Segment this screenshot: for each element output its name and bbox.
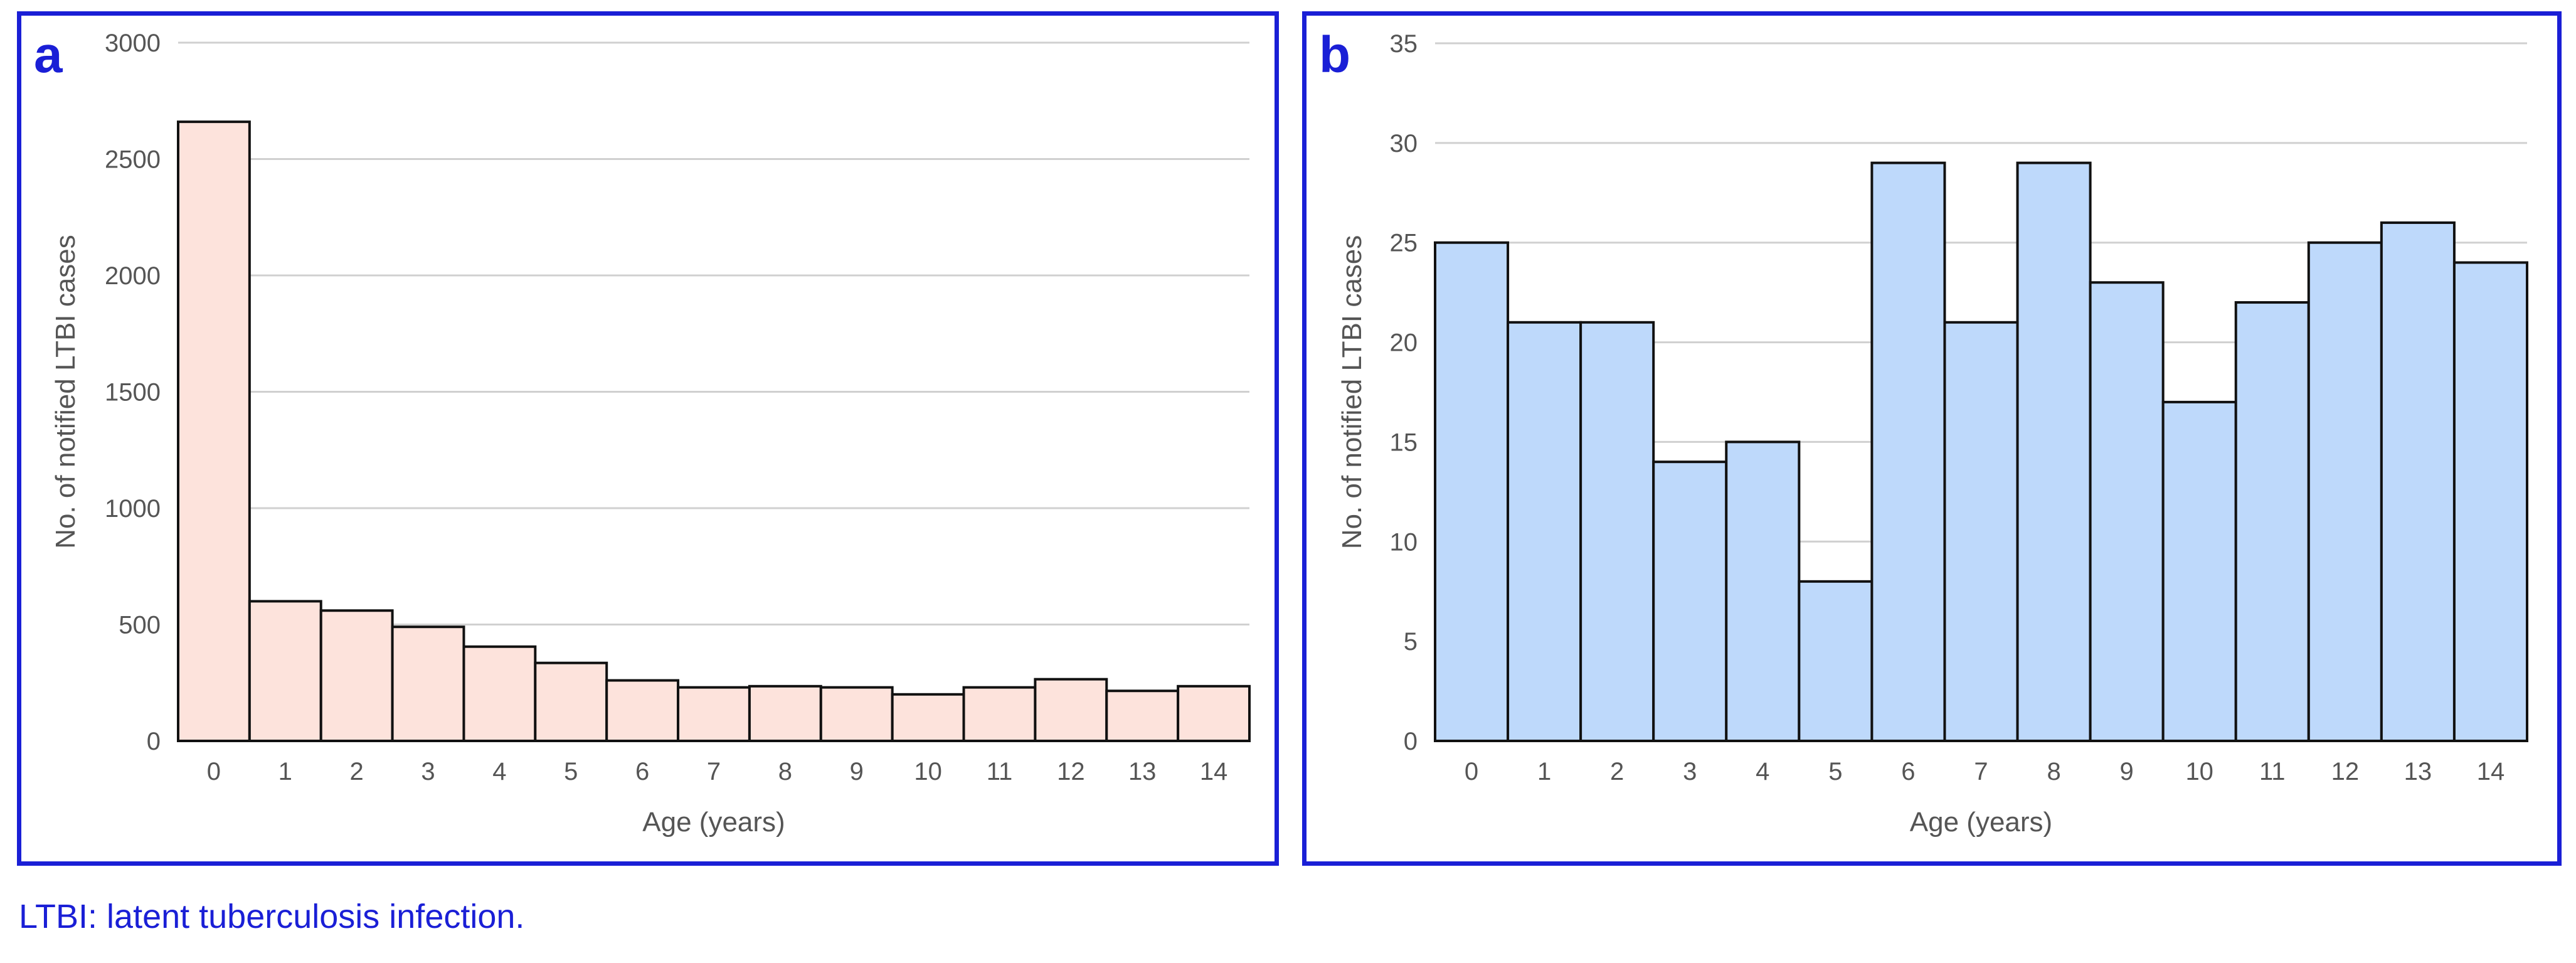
y-tick-label: 5: [1404, 628, 1418, 656]
x-tick-label: 2: [1610, 758, 1624, 785]
bar-1: [248, 600, 322, 743]
bar-14: [1177, 684, 1251, 742]
x-tick-label: 8: [2047, 758, 2060, 785]
x-axis-title: Age (years): [642, 807, 785, 838]
y-tick-label: 25: [1390, 230, 1418, 257]
y-tick-label: 3000: [105, 29, 161, 57]
y-tick-label: 2000: [105, 262, 161, 290]
y-tick-label: 35: [1390, 30, 1418, 58]
x-tick-label: 3: [1683, 758, 1697, 785]
bar-4: [462, 645, 537, 742]
chart-panel-a: a 0 500 1000 1500 2000 2500 3000 0 1 2 3 4 5 6 7 8 9 10 11 1…: [17, 11, 1279, 866]
bar-6: [1870, 161, 1946, 742]
x-tick-label: 8: [778, 758, 792, 785]
y-tick-label: 2500: [105, 146, 161, 174]
bar-6: [605, 679, 680, 743]
x-tick-label: 13: [1128, 758, 1157, 785]
bar-2: [319, 609, 394, 742]
x-tick-label: 9: [850, 758, 864, 785]
y-tick-label: 500: [119, 612, 161, 639]
y-tick-label: 0: [147, 728, 161, 755]
bar-1: [1507, 321, 1582, 742]
x-tick-label: 6: [1901, 758, 1915, 785]
bar-9: [2089, 281, 2165, 742]
bar-13: [1105, 689, 1180, 742]
panel-label: a: [34, 26, 63, 83]
y-tick-label: 1500: [105, 379, 161, 407]
x-tick-label: 14: [1200, 758, 1228, 785]
y-tick-label: 0: [1404, 728, 1418, 755]
bar-10: [891, 693, 965, 743]
bar-7: [1943, 321, 2019, 742]
x-tick-label: 10: [914, 758, 942, 785]
y-tick-label: 1000: [105, 495, 161, 523]
bar-8: [748, 684, 822, 742]
x-tick-label: 14: [2477, 758, 2505, 785]
bar-5: [1798, 580, 1874, 742]
bar-3: [391, 625, 465, 743]
bar-12: [1034, 678, 1108, 743]
bar-7: [677, 686, 751, 743]
bar-13: [2380, 221, 2456, 742]
x-tick-label: 5: [564, 758, 578, 785]
y-tick-label: 15: [1390, 428, 1418, 456]
y-tick-label: 30: [1390, 130, 1418, 157]
y-tick-label: 10: [1390, 528, 1418, 556]
x-tick-label: 12: [2331, 758, 2360, 785]
x-tick-label: 4: [1756, 758, 1769, 785]
x-tick-label: 7: [707, 758, 721, 785]
x-tick-label: 4: [492, 758, 506, 785]
x-tick-label: 2: [350, 758, 364, 785]
y-axis-title: No. of notified LTBI cases: [1337, 235, 1367, 550]
x-tick-label: 9: [2120, 758, 2134, 785]
x-tick-label: 11: [2259, 758, 2286, 785]
bar-9: [819, 686, 894, 743]
bar-11: [2234, 301, 2310, 742]
y-tick-label: 20: [1390, 329, 1418, 357]
x-tick-label: 0: [1465, 758, 1478, 785]
x-tick-label: 12: [1057, 758, 1085, 785]
bar-2: [1579, 321, 1655, 742]
x-tick-label: 11: [987, 758, 1013, 785]
bar-0: [1434, 241, 1510, 742]
bar-8: [2016, 161, 2092, 742]
bar-10: [2161, 400, 2237, 742]
bar-5: [534, 661, 608, 742]
footnote: LTBI: latent tuberculosis infection.: [19, 898, 525, 935]
panel-label: b: [1319, 26, 1350, 83]
x-tick-label: 0: [207, 758, 221, 785]
bar-3: [1652, 460, 1728, 742]
bar-12: [2307, 241, 2383, 742]
x-tick-label: 1: [1537, 758, 1551, 785]
bar-14: [2452, 261, 2529, 742]
x-tick-label: 10: [2185, 758, 2213, 785]
bar-0: [177, 120, 251, 742]
x-tick-label: 1: [278, 758, 292, 785]
x-axis-title: Age (years): [1910, 807, 2052, 838]
y-axis-title: No. of notified LTBI cases: [50, 235, 81, 549]
x-tick-label: 13: [2404, 758, 2432, 785]
bar-11: [962, 686, 1037, 743]
chart-panel-b: b 0 5 10 15 20 25 30 35 0 1 2 3 4 5 6 7 8 9 10 11 12 13 14 Age (…: [1302, 11, 2562, 866]
x-tick-label: 7: [1974, 758, 1988, 785]
bar-4: [1725, 440, 1801, 743]
x-tick-label: 3: [421, 758, 435, 785]
x-tick-label: 5: [1828, 758, 1842, 785]
x-tick-label: 6: [635, 758, 649, 785]
